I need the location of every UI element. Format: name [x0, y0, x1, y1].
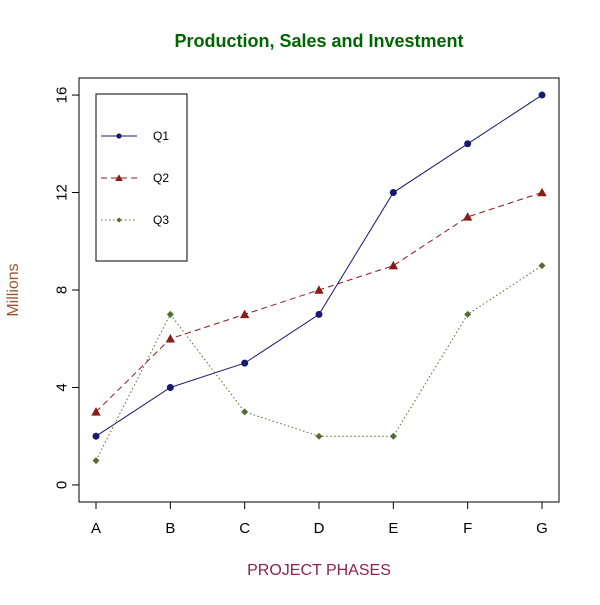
series-layer — [91, 91, 547, 465]
x-tick-label: F — [463, 520, 472, 537]
series-q1 — [92, 91, 546, 440]
x-tick-label: G — [536, 520, 548, 537]
y-tick-label: 0 — [54, 481, 71, 489]
data-point — [166, 383, 174, 391]
y-tick-label: 4 — [54, 383, 71, 391]
y-axis-label: Millions — [5, 263, 22, 316]
x-tick-label: E — [388, 520, 398, 537]
data-point — [241, 408, 249, 416]
legend-label: Q1 — [153, 129, 169, 143]
data-point — [464, 140, 472, 148]
legend-marker — [116, 217, 122, 223]
series-line-q3 — [95, 265, 543, 461]
data-point — [388, 260, 399, 270]
x-tick-label: B — [165, 520, 175, 537]
data-point — [165, 334, 176, 343]
legend-box — [95, 93, 188, 262]
data-point — [239, 309, 250, 319]
legend-label: Q2 — [153, 171, 169, 185]
legend-item-q3: Q3 — [101, 213, 169, 227]
data-point — [92, 457, 100, 465]
legend-marker — [116, 133, 122, 139]
data-point — [91, 407, 101, 416]
y-tick-label: 12 — [54, 184, 71, 201]
data-point — [315, 310, 323, 318]
x-tick-label: D — [314, 520, 325, 537]
y-tick-label: 8 — [54, 286, 71, 294]
data-point — [389, 189, 397, 197]
x-axis-label: PROJECT PHASES — [247, 562, 391, 579]
series-q2 — [91, 187, 547, 416]
x-axis: A B C D E F G — [91, 502, 548, 537]
data-point — [92, 432, 100, 440]
x-tick-label: C — [239, 520, 250, 537]
legend: Q1 Q2 Q3 — [95, 93, 188, 262]
series-q3 — [92, 262, 546, 465]
data-point — [315, 432, 323, 440]
y-axis: 0 4 8 12 16 — [54, 87, 79, 489]
data-point — [537, 187, 547, 197]
legend-label: Q3 — [153, 213, 169, 227]
data-point — [462, 212, 473, 221]
chart-title: Production, Sales and Investment — [174, 31, 463, 51]
data-point — [241, 359, 249, 367]
x-tick-label: A — [91, 520, 101, 537]
legend-marker — [115, 174, 123, 182]
y-tick-label: 16 — [54, 87, 71, 104]
data-point — [538, 262, 546, 270]
legend-item-q1: Q1 — [101, 129, 169, 143]
legend-item-q2: Q2 — [101, 171, 169, 185]
data-point — [389, 432, 397, 440]
data-point — [538, 91, 546, 99]
data-point — [464, 310, 472, 318]
data-point — [166, 310, 174, 318]
data-point — [314, 285, 324, 294]
